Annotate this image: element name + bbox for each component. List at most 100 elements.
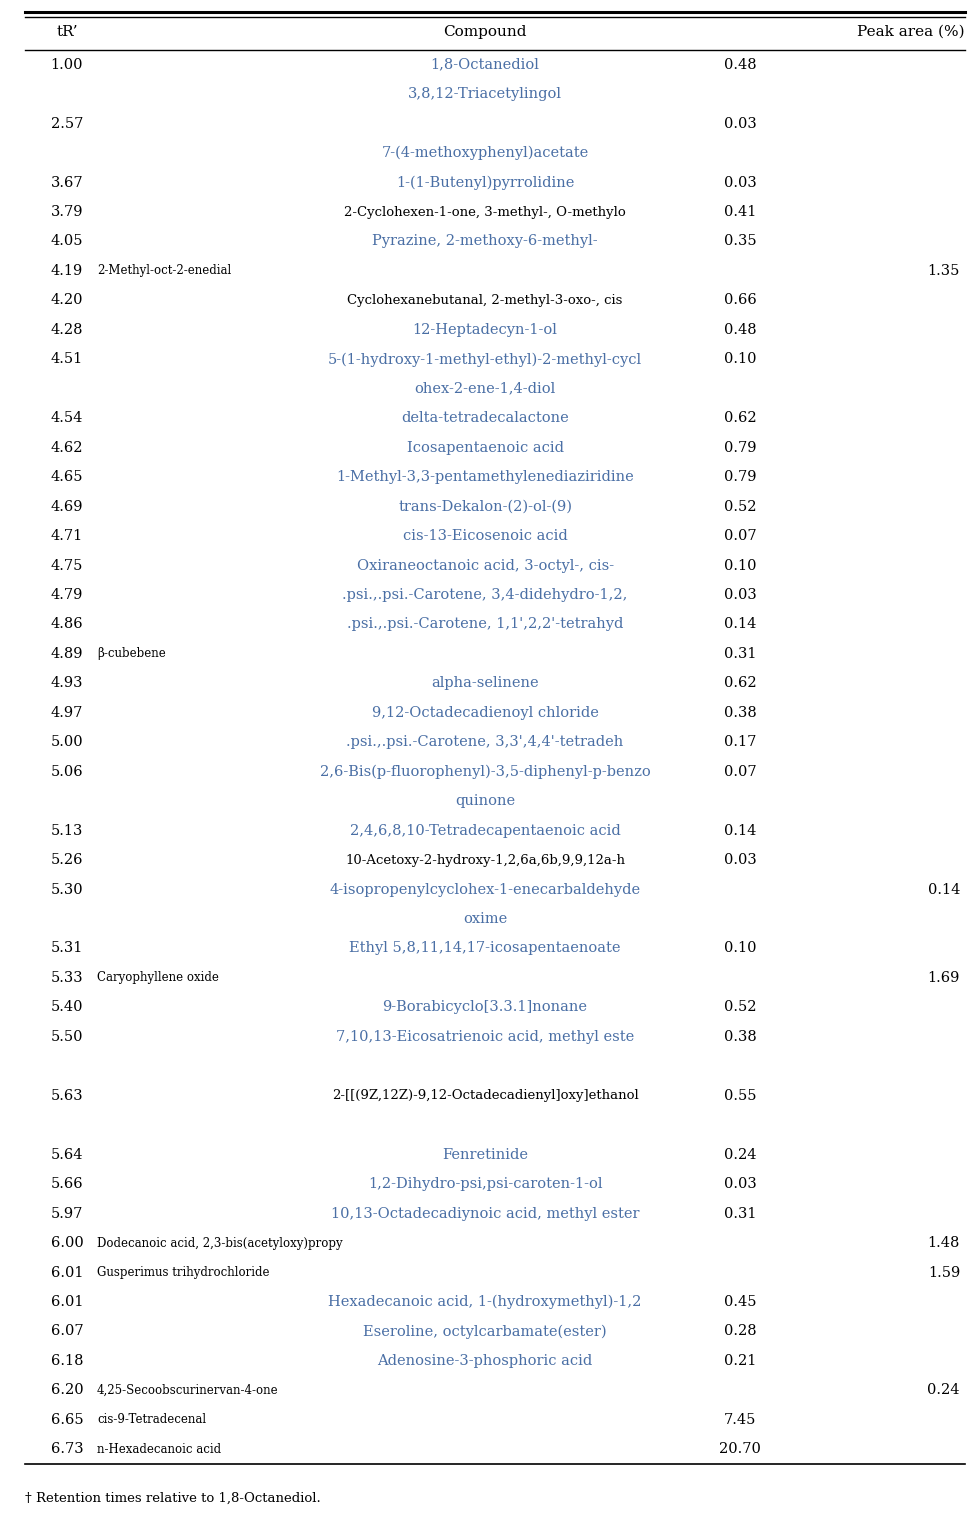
Text: 5.97: 5.97 xyxy=(51,1206,83,1221)
Text: Adenosine-3-phosphoric acid: Adenosine-3-phosphoric acid xyxy=(377,1353,593,1369)
Text: n-Hexadecanoic acid: n-Hexadecanoic acid xyxy=(97,1443,221,1455)
Text: 5.66: 5.66 xyxy=(51,1177,83,1191)
Text: 5.50: 5.50 xyxy=(51,1030,83,1044)
Text: 0.03: 0.03 xyxy=(723,176,757,190)
Text: 6.01: 6.01 xyxy=(51,1296,83,1309)
Text: Cyclohexanebutanal, 2-methyl-3-oxo-, cis: Cyclohexanebutanal, 2-methyl-3-oxo-, cis xyxy=(348,293,622,307)
Text: 0.14: 0.14 xyxy=(928,883,960,896)
Text: 0.41: 0.41 xyxy=(723,205,757,219)
Text: 4.71: 4.71 xyxy=(51,529,83,544)
Text: 0.24: 0.24 xyxy=(723,1148,757,1162)
Text: 5.30: 5.30 xyxy=(51,883,83,896)
Text: 4.75: 4.75 xyxy=(51,559,83,573)
Text: 0.66: 0.66 xyxy=(723,293,757,307)
Text: 9-Borabicyclo[3.3.1]nonane: 9-Borabicyclo[3.3.1]nonane xyxy=(382,1001,588,1015)
Text: 0.10: 0.10 xyxy=(723,559,757,573)
Text: 6.20: 6.20 xyxy=(51,1384,83,1397)
Text: 0.03: 0.03 xyxy=(723,854,757,867)
Text: 0.21: 0.21 xyxy=(723,1353,757,1369)
Text: .psi.,.psi.-Carotene, 3,4-didehydro-1,2,: .psi.,.psi.-Carotene, 3,4-didehydro-1,2, xyxy=(342,588,628,602)
Text: 1.59: 1.59 xyxy=(928,1265,960,1279)
Text: 5.13: 5.13 xyxy=(51,823,83,837)
Text: 4.86: 4.86 xyxy=(51,617,83,632)
Text: 2-Methyl-oct-2-enedial: 2-Methyl-oct-2-enedial xyxy=(97,264,231,278)
Text: 1.00: 1.00 xyxy=(51,58,83,71)
Text: 0.48: 0.48 xyxy=(723,324,757,337)
Text: 0.79: 0.79 xyxy=(723,441,757,454)
Text: 0.52: 0.52 xyxy=(723,500,757,513)
Text: 0.14: 0.14 xyxy=(723,823,757,837)
Text: 0.48: 0.48 xyxy=(723,58,757,71)
Text: tR’: tR’ xyxy=(56,24,77,39)
Text: quinone: quinone xyxy=(455,794,515,808)
Text: 1-Methyl-3,3-pentamethylenediaziridine: 1-Methyl-3,3-pentamethylenediaziridine xyxy=(336,471,634,485)
Text: † Retention times relative to 1,8-Octanediol.: † Retention times relative to 1,8-Octane… xyxy=(25,1492,320,1505)
Text: 0.62: 0.62 xyxy=(723,676,757,690)
Text: 2,4,6,8,10-Tetradecapentaenoic acid: 2,4,6,8,10-Tetradecapentaenoic acid xyxy=(350,823,620,837)
Text: 0.45: 0.45 xyxy=(723,1296,757,1309)
Text: 6.00: 6.00 xyxy=(51,1236,83,1250)
Text: 0.10: 0.10 xyxy=(723,352,757,366)
Text: Oxiraneoctanoic acid, 3-octyl-, cis-: Oxiraneoctanoic acid, 3-octyl-, cis- xyxy=(357,559,613,573)
Text: 7-(4-methoxyphenyl)acetate: 7-(4-methoxyphenyl)acetate xyxy=(381,146,589,161)
Text: 0.38: 0.38 xyxy=(723,1030,757,1044)
Text: 0.28: 0.28 xyxy=(723,1325,757,1338)
Text: 0.10: 0.10 xyxy=(723,942,757,955)
Text: 2,6-Bis(p-fluorophenyl)-3,5-diphenyl-p-benzo: 2,6-Bis(p-fluorophenyl)-3,5-diphenyl-p-b… xyxy=(319,764,651,779)
Text: 4-isopropenylcyclohex-1-enecarbaldehyde: 4-isopropenylcyclohex-1-enecarbaldehyde xyxy=(329,883,641,896)
Text: 6.65: 6.65 xyxy=(51,1413,83,1426)
Text: 0.17: 0.17 xyxy=(723,735,757,749)
Text: 0.31: 0.31 xyxy=(723,1206,757,1221)
Text: 1.35: 1.35 xyxy=(928,264,960,278)
Text: 4.51: 4.51 xyxy=(51,352,83,366)
Text: 4.19: 4.19 xyxy=(51,264,83,278)
Text: 7,10,13-Eicosatrienoic acid, methyl este: 7,10,13-Eicosatrienoic acid, methyl este xyxy=(336,1030,634,1044)
Text: Peak area (%): Peak area (%) xyxy=(858,24,965,39)
Text: cis-9-Tetradecenal: cis-9-Tetradecenal xyxy=(97,1413,206,1426)
Text: alpha-selinene: alpha-selinene xyxy=(431,676,539,690)
Text: 4.05: 4.05 xyxy=(51,234,83,249)
Text: 4.79: 4.79 xyxy=(51,588,83,602)
Text: 4.65: 4.65 xyxy=(51,471,83,485)
Text: Hexadecanoic acid, 1-(hydroxymethyl)-1,2: Hexadecanoic acid, 1-(hydroxymethyl)-1,2 xyxy=(328,1294,642,1309)
Text: 4.69: 4.69 xyxy=(51,500,83,513)
Text: Caryophyllene oxide: Caryophyllene oxide xyxy=(97,972,219,984)
Text: cis-13-Eicosenoic acid: cis-13-Eicosenoic acid xyxy=(403,529,567,544)
Text: .psi.,.psi.-Carotene, 3,3',4,4'-tetradeh: .psi.,.psi.-Carotene, 3,3',4,4'-tetradeh xyxy=(347,735,623,749)
Text: Ethyl 5,8,11,14,17-icosapentaenoate: Ethyl 5,8,11,14,17-icosapentaenoate xyxy=(349,942,621,955)
Text: 9,12-Octadecadienoyl chloride: 9,12-Octadecadienoyl chloride xyxy=(371,706,599,720)
Text: 12-Heptadecyn-1-ol: 12-Heptadecyn-1-ol xyxy=(413,324,558,337)
Text: .psi.,.psi.-Carotene, 1,1',2,2'-tetrahyd: .psi.,.psi.-Carotene, 1,1',2,2'-tetrahyd xyxy=(347,617,623,632)
Text: 1.48: 1.48 xyxy=(928,1236,960,1250)
Text: trans-Dekalon-(2)-ol-(9): trans-Dekalon-(2)-ol-(9) xyxy=(398,500,572,513)
Text: 4.20: 4.20 xyxy=(51,293,83,307)
Text: 0.31: 0.31 xyxy=(723,647,757,661)
Text: 0.62: 0.62 xyxy=(723,412,757,425)
Text: Compound: Compound xyxy=(443,24,527,39)
Text: 2-Cyclohexen-1-one, 3-methyl-, O-methylo: 2-Cyclohexen-1-one, 3-methyl-, O-methylo xyxy=(344,205,626,219)
Text: 1-(1-Butenyl)pyrrolidine: 1-(1-Butenyl)pyrrolidine xyxy=(396,175,574,190)
Text: Dodecanoic acid, 2,3-bis(acetyloxy)propy: Dodecanoic acid, 2,3-bis(acetyloxy)propy xyxy=(97,1236,343,1250)
Text: oxime: oxime xyxy=(463,911,508,927)
Text: 5-(1-hydroxy-1-methyl-ethyl)-2-methyl-cycl: 5-(1-hydroxy-1-methyl-ethyl)-2-methyl-cy… xyxy=(328,352,642,366)
Text: Eseroline, octylcarbamate(ester): Eseroline, octylcarbamate(ester) xyxy=(364,1325,607,1338)
Text: 4.54: 4.54 xyxy=(51,412,83,425)
Text: 0.07: 0.07 xyxy=(723,529,757,544)
Text: β-cubebene: β-cubebene xyxy=(97,647,166,661)
Text: 5.31: 5.31 xyxy=(51,942,83,955)
Text: 0.03: 0.03 xyxy=(723,588,757,602)
Text: 1,8-Octanediol: 1,8-Octanediol xyxy=(430,58,540,71)
Text: 1.69: 1.69 xyxy=(928,971,960,984)
Text: 3.67: 3.67 xyxy=(51,176,83,190)
Text: 0.35: 0.35 xyxy=(723,234,757,249)
Text: 0.52: 0.52 xyxy=(723,1001,757,1015)
Text: 4.62: 4.62 xyxy=(51,441,83,454)
Text: 5.40: 5.40 xyxy=(51,1001,83,1015)
Text: 5.26: 5.26 xyxy=(51,854,83,867)
Text: 5.06: 5.06 xyxy=(51,764,83,779)
Text: delta-tetradecalactone: delta-tetradecalactone xyxy=(401,412,569,425)
Text: 0.55: 0.55 xyxy=(723,1089,757,1103)
Text: 2.57: 2.57 xyxy=(51,117,83,131)
Text: 20.70: 20.70 xyxy=(719,1442,760,1457)
Text: 4.28: 4.28 xyxy=(51,324,83,337)
